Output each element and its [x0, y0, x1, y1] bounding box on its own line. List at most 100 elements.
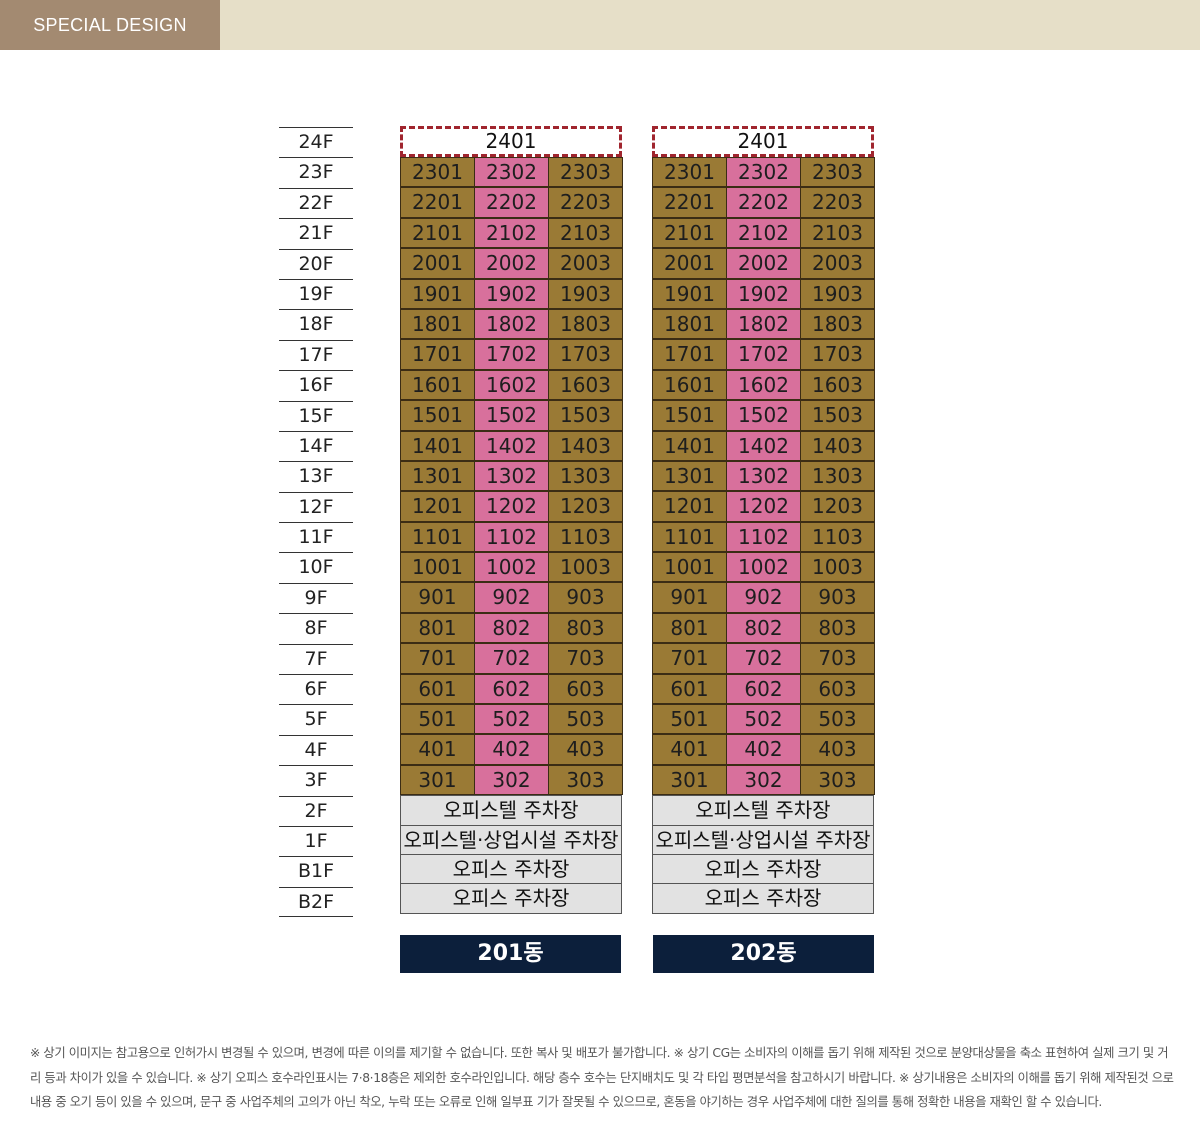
parking-level: 오피스 주차장 [652, 883, 874, 914]
unit-cell: 2101 [652, 217, 727, 249]
unit-cell: 502 [726, 704, 801, 735]
unit-cell: 302 [726, 764, 801, 796]
unit-cell: 2002 [726, 248, 801, 279]
unit-cell: 1001 [400, 552, 475, 583]
unit-cell: 1001 [652, 552, 727, 583]
unit-cell: 2003 [800, 248, 875, 279]
unit-cell: 603 [548, 673, 623, 705]
unit-cell: 803 [800, 612, 875, 644]
unit-cell: 1601 [400, 369, 475, 401]
floor-label: 19F [279, 278, 353, 309]
unit-cell: 2201 [652, 187, 727, 218]
unit-cell: 503 [800, 704, 875, 735]
unit-cell: 401 [400, 734, 475, 765]
unit-cell: 1502 [474, 400, 549, 431]
building-202-stack: 2401 2301 2302 2303 2201 2202 2203 2101 2102 2103… [652, 126, 875, 914]
floor-label: 10F [279, 552, 353, 582]
floor-label-column: 24F 23F 22F 21F 20F 19F 18F 17F 16F 15F 14F 13F 12F 1… [279, 127, 353, 918]
disclaimer-text: ※ 상기 이미지는 참고용으로 인허가시 변경될 수 있으며, 변경에 따른 이… [30, 1046, 1174, 1109]
floor-label: 4F [279, 734, 353, 765]
parking-level: 오피스텔 주차장 [652, 795, 874, 826]
floor-label: 24F [279, 127, 353, 157]
unit-cell: 1801 [400, 308, 475, 340]
unit-cell: 1903 [548, 278, 623, 309]
unit-row: 1301 1302 1303 [400, 460, 623, 492]
unit-row: 401 402 403 [652, 734, 875, 765]
unit-cell: 702 [474, 643, 549, 674]
unit-row: 2101 2102 2103 [400, 217, 623, 249]
unit-row: 2301 2302 2303 [652, 157, 875, 188]
unit-cell: 1203 [548, 491, 623, 522]
unit-row: 1101 1102 1103 [652, 521, 875, 553]
unit-cell: 1801 [652, 308, 727, 340]
unit-cell: 1601 [652, 369, 727, 401]
unit-cell: 603 [800, 673, 875, 705]
floor-label: 1F [279, 825, 353, 856]
unit-row: 1501 1502 1503 [652, 400, 875, 431]
unit-cell: 601 [400, 673, 475, 705]
unit-cell: 1802 [474, 308, 549, 340]
floor-label: 3F [279, 765, 353, 795]
unit-cell: 1401 [652, 430, 727, 461]
unit-cell: 1901 [400, 278, 475, 309]
unit-cell: 2303 [548, 157, 623, 188]
unit-row: 1701 1702 1703 [652, 339, 875, 370]
unit-cell: 2303 [800, 157, 875, 188]
floor-label: 7F [279, 643, 353, 674]
unit-cell: 1202 [474, 491, 549, 522]
unit-cell: 802 [726, 612, 801, 644]
unit-cell: 1102 [726, 521, 801, 553]
parking-level: 오피스텔·상업시설 주차장 [400, 824, 622, 855]
unit-cell: 801 [652, 612, 727, 644]
unit-cell: 1502 [726, 400, 801, 431]
unit-cell: 1102 [474, 521, 549, 553]
unit-cell: 1302 [726, 460, 801, 492]
unit-cell: 802 [474, 612, 549, 644]
unit-row: 1801 1802 1803 [400, 308, 623, 340]
unit-cell: 2101 [400, 217, 475, 249]
unit-cell: 2001 [652, 248, 727, 279]
unit-row: 1201 1202 1203 [652, 491, 875, 522]
unit-cell: 703 [548, 643, 623, 674]
unit-cell: 402 [474, 734, 549, 765]
unit-cell: 1501 [652, 400, 727, 431]
floor-label: 8F [279, 613, 353, 643]
unit-cell: 2103 [800, 217, 875, 249]
unit-cell: 903 [800, 582, 875, 613]
unit-cell: 1503 [800, 400, 875, 431]
unit-row: 701 702 703 [652, 643, 875, 674]
unit-cell: 2203 [548, 187, 623, 218]
unit-cell: 1002 [726, 552, 801, 583]
unit-row: 1301 1302 1303 [652, 460, 875, 492]
unit-cell: 403 [548, 734, 623, 765]
unit-cell: 602 [474, 673, 549, 705]
unit-cell: 702 [726, 643, 801, 674]
unit-cell: 1201 [400, 491, 475, 522]
floor-label: 21F [279, 218, 353, 248]
parking-level: 오피스 주차장 [652, 853, 874, 885]
unit-row: 1401 1402 1403 [400, 430, 623, 461]
unit-row: 2301 2302 2303 [400, 157, 623, 188]
unit-cell: 1301 [400, 460, 475, 492]
unit-cell: 1501 [400, 400, 475, 431]
unit-cell: 503 [548, 704, 623, 735]
unit-row: 901 902 903 [652, 582, 875, 613]
unit-cell: 601 [652, 673, 727, 705]
unit-cell: 1403 [800, 430, 875, 461]
unit-cell: 1003 [800, 552, 875, 583]
unit-row: 1101 1102 1103 [400, 521, 623, 553]
unit-cell: 1702 [726, 339, 801, 370]
unit-cell: 1002 [474, 552, 549, 583]
unit-cell: 2001 [400, 248, 475, 279]
unit-cell: 1203 [800, 491, 875, 522]
top-floor-unit: 2401 [400, 126, 622, 157]
unit-cell: 1602 [726, 369, 801, 401]
unit-cell: 901 [652, 582, 727, 613]
unit-cell: 2103 [548, 217, 623, 249]
unit-cell: 2201 [400, 187, 475, 218]
unit-cell: 501 [652, 704, 727, 735]
floor-label: 5F [279, 704, 353, 734]
unit-cell: 1703 [548, 339, 623, 370]
unit-cell: 1603 [548, 369, 623, 401]
parking-level: 오피스 주차장 [400, 883, 622, 914]
